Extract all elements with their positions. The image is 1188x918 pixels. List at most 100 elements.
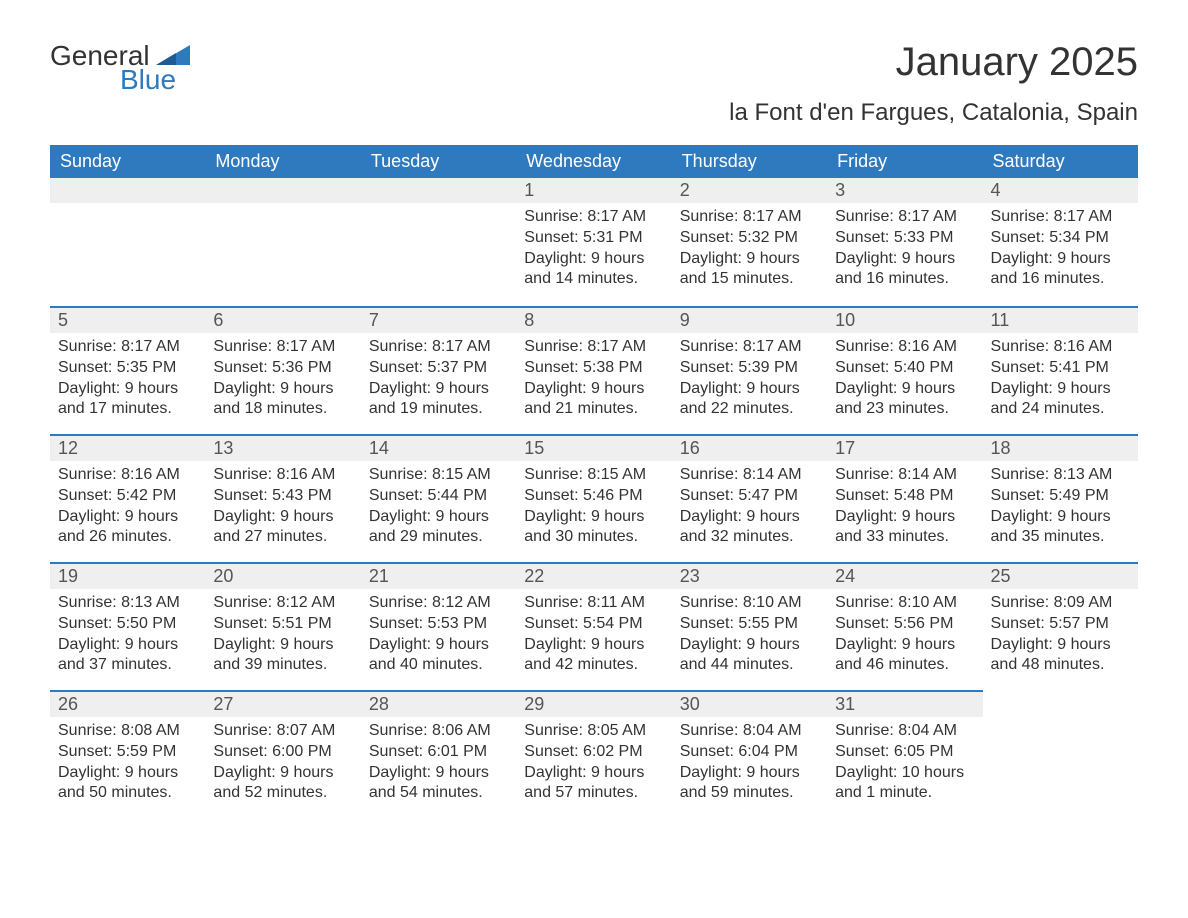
day-number: 30	[672, 690, 827, 717]
day-day1: Daylight: 9 hours	[369, 635, 508, 656]
day-day2: and 16 minutes.	[835, 269, 974, 290]
day-sunrise: Sunrise: 8:16 AM	[835, 337, 974, 358]
weekday-header: Sunday	[50, 145, 205, 178]
day-sunset: Sunset: 5:40 PM	[835, 358, 974, 379]
day-day2: and 22 minutes.	[680, 399, 819, 420]
day-day2: and 42 minutes.	[524, 655, 663, 676]
day-sunrise: Sunrise: 8:17 AM	[58, 337, 197, 358]
day-day1: Daylight: 9 hours	[991, 379, 1130, 400]
day-day2: and 27 minutes.	[213, 527, 352, 548]
day-number: 25	[983, 562, 1138, 589]
day-day2: and 57 minutes.	[524, 783, 663, 804]
calendar-cell: 4Sunrise: 8:17 AMSunset: 5:34 PMDaylight…	[983, 178, 1138, 306]
day-sunset: Sunset: 5:49 PM	[991, 486, 1130, 507]
day-day2: and 24 minutes.	[991, 399, 1130, 420]
calendar-cell: 19Sunrise: 8:13 AMSunset: 5:50 PMDayligh…	[50, 562, 205, 690]
calendar-week-row: 26Sunrise: 8:08 AMSunset: 5:59 PMDayligh…	[50, 690, 1138, 818]
day-number: 19	[50, 562, 205, 589]
day-day2: and 32 minutes.	[680, 527, 819, 548]
calendar-cell: 16Sunrise: 8:14 AMSunset: 5:47 PMDayligh…	[672, 434, 827, 562]
calendar-week-row: 5Sunrise: 8:17 AMSunset: 5:35 PMDaylight…	[50, 306, 1138, 434]
day-details: Sunrise: 8:09 AMSunset: 5:57 PMDaylight:…	[983, 589, 1138, 686]
day-sunset: Sunset: 5:53 PM	[369, 614, 508, 635]
day-day2: and 52 minutes.	[213, 783, 352, 804]
calendar-cell	[205, 178, 360, 306]
day-sunset: Sunset: 5:55 PM	[680, 614, 819, 635]
location: la Font d'en Fargues, Catalonia, Spain	[729, 99, 1138, 127]
day-number: 16	[672, 434, 827, 461]
empty-day	[361, 178, 516, 203]
calendar-cell: 22Sunrise: 8:11 AMSunset: 5:54 PMDayligh…	[516, 562, 671, 690]
calendar-cell: 17Sunrise: 8:14 AMSunset: 5:48 PMDayligh…	[827, 434, 982, 562]
day-day1: Daylight: 9 hours	[213, 763, 352, 784]
day-sunrise: Sunrise: 8:04 AM	[835, 721, 974, 742]
day-number: 11	[983, 306, 1138, 333]
day-day1: Daylight: 9 hours	[524, 379, 663, 400]
day-day1: Daylight: 9 hours	[524, 249, 663, 270]
day-day2: and 35 minutes.	[991, 527, 1130, 548]
day-day2: and 14 minutes.	[524, 269, 663, 290]
day-details: Sunrise: 8:11 AMSunset: 5:54 PMDaylight:…	[516, 589, 671, 686]
day-day2: and 48 minutes.	[991, 655, 1130, 676]
day-sunrise: Sunrise: 8:16 AM	[991, 337, 1130, 358]
day-details: Sunrise: 8:17 AMSunset: 5:39 PMDaylight:…	[672, 333, 827, 430]
calendar-cell	[50, 178, 205, 306]
day-number: 2	[672, 178, 827, 203]
day-details: Sunrise: 8:17 AMSunset: 5:33 PMDaylight:…	[827, 203, 982, 300]
day-details: Sunrise: 8:13 AMSunset: 5:49 PMDaylight:…	[983, 461, 1138, 558]
day-number: 6	[205, 306, 360, 333]
calendar-cell: 18Sunrise: 8:13 AMSunset: 5:49 PMDayligh…	[983, 434, 1138, 562]
calendar-week-row: 19Sunrise: 8:13 AMSunset: 5:50 PMDayligh…	[50, 562, 1138, 690]
day-day1: Daylight: 9 hours	[58, 635, 197, 656]
day-sunset: Sunset: 5:48 PM	[835, 486, 974, 507]
day-day1: Daylight: 9 hours	[524, 507, 663, 528]
calendar-cell: 14Sunrise: 8:15 AMSunset: 5:44 PMDayligh…	[361, 434, 516, 562]
day-day2: and 37 minutes.	[58, 655, 197, 676]
day-number: 15	[516, 434, 671, 461]
day-number: 27	[205, 690, 360, 717]
calendar-cell: 10Sunrise: 8:16 AMSunset: 5:40 PMDayligh…	[827, 306, 982, 434]
day-sunrise: Sunrise: 8:15 AM	[369, 465, 508, 486]
day-number: 1	[516, 178, 671, 203]
calendar-cell: 24Sunrise: 8:10 AMSunset: 5:56 PMDayligh…	[827, 562, 982, 690]
day-sunrise: Sunrise: 8:17 AM	[680, 207, 819, 228]
day-sunrise: Sunrise: 8:05 AM	[524, 721, 663, 742]
day-number: 26	[50, 690, 205, 717]
day-sunrise: Sunrise: 8:11 AM	[524, 593, 663, 614]
day-sunrise: Sunrise: 8:17 AM	[213, 337, 352, 358]
day-sunrise: Sunrise: 8:16 AM	[213, 465, 352, 486]
calendar-cell: 3Sunrise: 8:17 AMSunset: 5:33 PMDaylight…	[827, 178, 982, 306]
weekday-header: Wednesday	[516, 145, 671, 178]
calendar-cell: 13Sunrise: 8:16 AMSunset: 5:43 PMDayligh…	[205, 434, 360, 562]
calendar-cell: 9Sunrise: 8:17 AMSunset: 5:39 PMDaylight…	[672, 306, 827, 434]
calendar-cell: 25Sunrise: 8:09 AMSunset: 5:57 PMDayligh…	[983, 562, 1138, 690]
day-sunrise: Sunrise: 8:07 AM	[213, 721, 352, 742]
day-day1: Daylight: 9 hours	[680, 507, 819, 528]
day-number: 9	[672, 306, 827, 333]
day-sunset: Sunset: 5:43 PM	[213, 486, 352, 507]
day-sunrise: Sunrise: 8:17 AM	[524, 207, 663, 228]
day-day1: Daylight: 9 hours	[991, 635, 1130, 656]
calendar-cell: 20Sunrise: 8:12 AMSunset: 5:51 PMDayligh…	[205, 562, 360, 690]
day-day1: Daylight: 9 hours	[213, 635, 352, 656]
calendar-cell: 2Sunrise: 8:17 AMSunset: 5:32 PMDaylight…	[672, 178, 827, 306]
title-block: January 2025 la Font d'en Fargues, Catal…	[729, 40, 1138, 127]
day-day2: and 23 minutes.	[835, 399, 974, 420]
day-day1: Daylight: 9 hours	[524, 763, 663, 784]
day-day2: and 29 minutes.	[369, 527, 508, 548]
day-details: Sunrise: 8:16 AMSunset: 5:41 PMDaylight:…	[983, 333, 1138, 430]
logo: General Blue	[50, 40, 190, 96]
day-sunset: Sunset: 5:31 PM	[524, 228, 663, 249]
empty-day	[50, 178, 205, 203]
day-number: 20	[205, 562, 360, 589]
day-number: 13	[205, 434, 360, 461]
day-details: Sunrise: 8:16 AMSunset: 5:42 PMDaylight:…	[50, 461, 205, 558]
day-sunset: Sunset: 5:51 PM	[213, 614, 352, 635]
calendar-cell: 31Sunrise: 8:04 AMSunset: 6:05 PMDayligh…	[827, 690, 982, 818]
day-details: Sunrise: 8:06 AMSunset: 6:01 PMDaylight:…	[361, 717, 516, 814]
calendar-table: SundayMondayTuesdayWednesdayThursdayFrid…	[50, 145, 1138, 818]
day-number: 7	[361, 306, 516, 333]
day-sunrise: Sunrise: 8:17 AM	[369, 337, 508, 358]
day-details: Sunrise: 8:17 AMSunset: 5:32 PMDaylight:…	[672, 203, 827, 300]
weekday-header: Saturday	[983, 145, 1138, 178]
